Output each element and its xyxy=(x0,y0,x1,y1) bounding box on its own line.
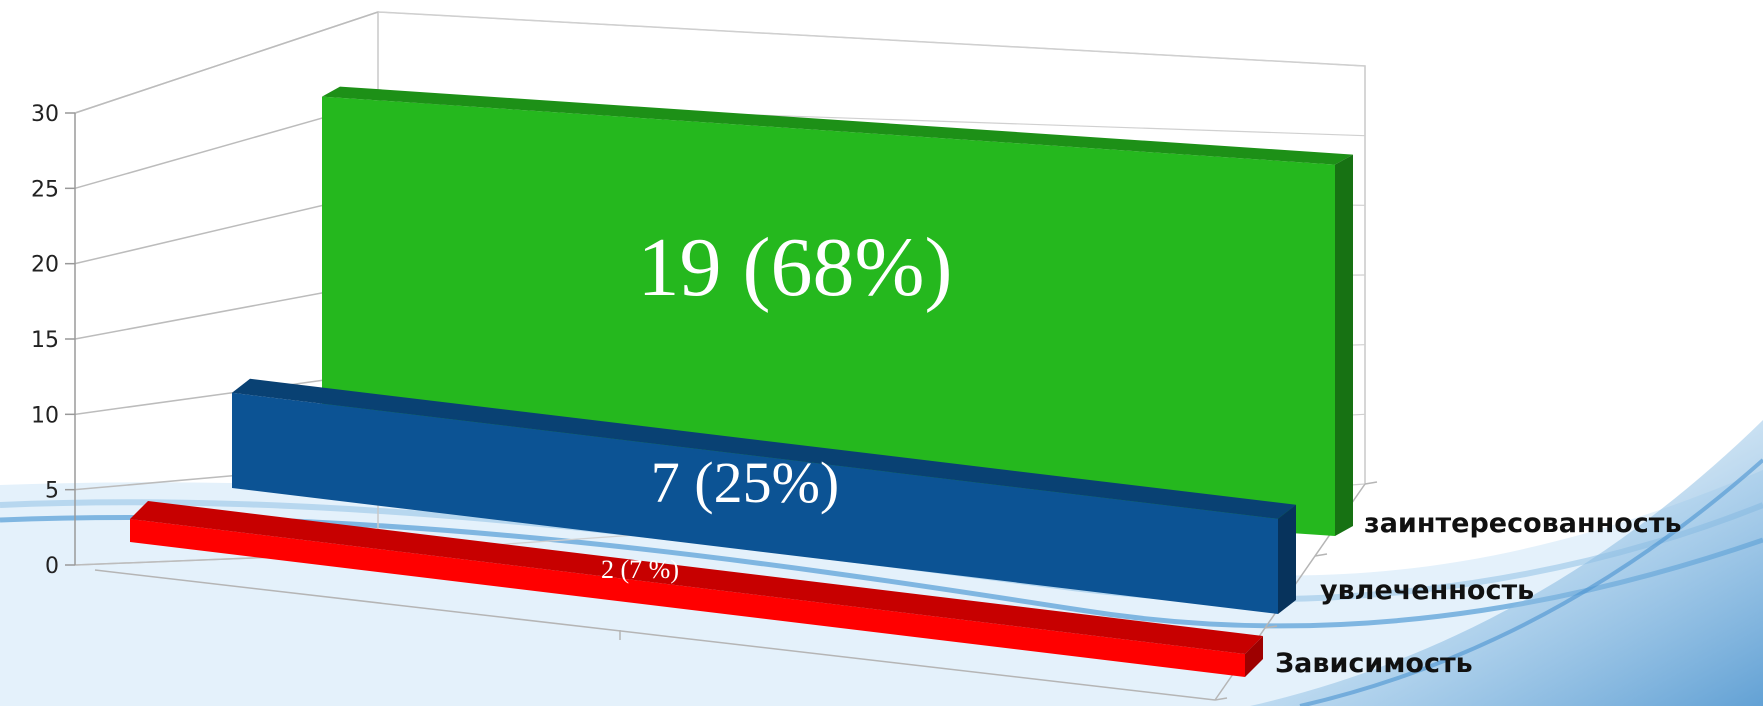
floor-front-edge xyxy=(94,569,1216,701)
y-tick-label-10: 10 xyxy=(31,403,59,428)
bar-1 xyxy=(130,501,1263,677)
data-label-1: 2 (7 %) xyxy=(601,555,679,584)
bar-top-face xyxy=(232,378,1296,519)
background-waves xyxy=(0,420,1763,706)
depth-tick xyxy=(1214,697,1228,701)
bar-2 xyxy=(232,378,1296,614)
y-tick-label-30: 30 xyxy=(31,102,59,127)
depth-tick xyxy=(1264,625,1278,629)
data-label-2: 7 (25%) xyxy=(651,450,839,515)
y-tick-label-15: 15 xyxy=(31,328,59,353)
labels-layer: 19 (68%) заинтересованность 7 (25%) увлечен… xyxy=(601,221,1682,679)
data-label-3: 19 (68%) xyxy=(638,221,953,314)
gridline-left-30 xyxy=(74,11,379,114)
bar-front-face xyxy=(130,519,1245,677)
y-tick-label-20: 20 xyxy=(31,253,59,278)
gridline-back-30 xyxy=(377,11,1366,67)
bars-layer xyxy=(130,86,1353,677)
depth-tick xyxy=(1364,481,1378,485)
bar-side-face xyxy=(1335,154,1353,536)
category-label-2: увлеченность xyxy=(1320,575,1534,606)
bar-side-face xyxy=(1278,504,1296,614)
y-tick-label-25: 25 xyxy=(31,177,59,202)
bar-top-face xyxy=(130,501,1263,654)
bar-front-face xyxy=(232,392,1278,614)
bar-top-face xyxy=(322,86,1353,165)
y-tick-label-5: 5 xyxy=(45,479,59,504)
y-tick-label-0: 0 xyxy=(45,554,59,579)
bar-side-face xyxy=(1245,636,1263,677)
category-label-3: заинтересованность xyxy=(1364,508,1682,539)
category-label-1: Зависимость xyxy=(1275,648,1473,679)
depth-tick xyxy=(1314,553,1328,557)
